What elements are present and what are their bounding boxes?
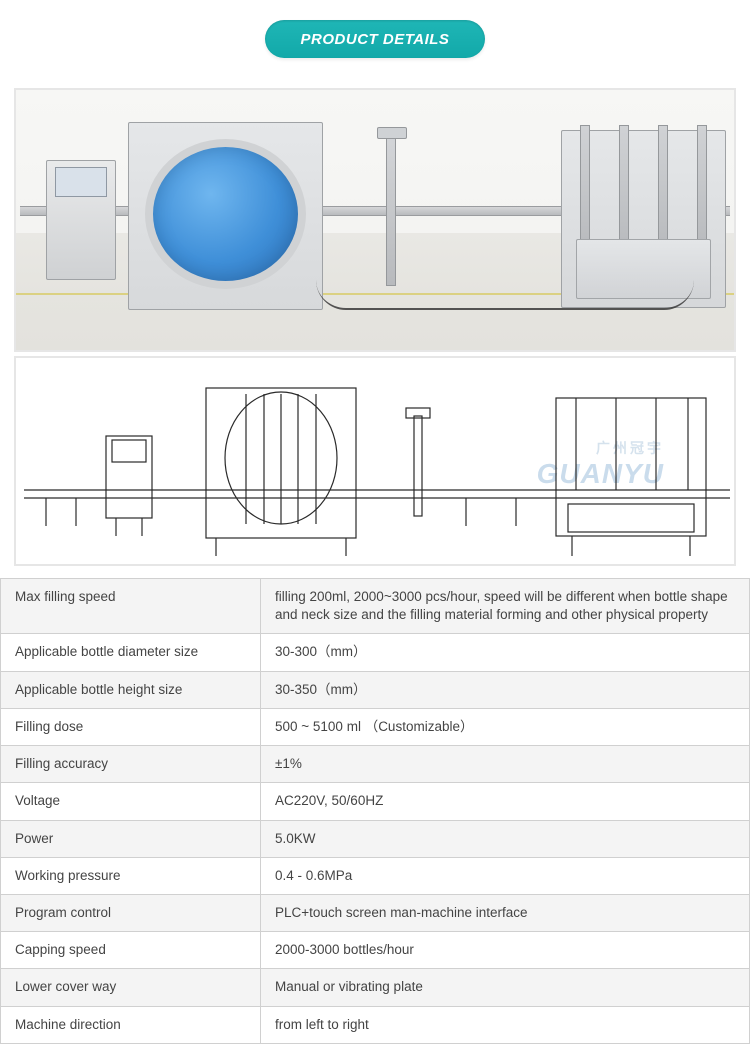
product-photo-panel <box>14 88 736 352</box>
table-row: Filling dose500 ~ 5100 ml （Customizable） <box>1 708 750 745</box>
spec-label: Voltage <box>1 783 261 820</box>
table-row: Working pressure0.4 - 0.6MPa <box>1 857 750 894</box>
spec-value: AC220V, 50/60HZ <box>261 783 750 820</box>
spec-value: filling 200ml, 2000~3000 pcs/hour, speed… <box>261 579 750 634</box>
table-row: Applicable bottle height size30-350（mm） <box>1 671 750 708</box>
spec-value: Manual or vibrating plate <box>261 969 750 1006</box>
spec-value: 5.0KW <box>261 820 750 857</box>
table-row: Machine directionfrom left to right <box>1 1006 750 1043</box>
filling-machine <box>128 122 323 310</box>
cable-run <box>316 280 694 310</box>
spec-value: 30-300（mm） <box>261 634 750 671</box>
table-row: VoltageAC220V, 50/60HZ <box>1 783 750 820</box>
spec-label: Applicable bottle height size <box>1 671 261 708</box>
section-header-text: PRODUCT DETAILS <box>301 31 450 48</box>
spec-value: PLC+touch screen man-machine interface <box>261 894 750 931</box>
spec-value: ±1% <box>261 746 750 783</box>
table-row: Program controlPLC+touch screen man-mach… <box>1 894 750 931</box>
section-header: PRODUCT DETAILS <box>265 20 485 58</box>
spec-label: Capping speed <box>1 932 261 969</box>
post-cap <box>377 127 407 139</box>
spec-value: 30-350（mm） <box>261 671 750 708</box>
spec-value: from left to right <box>261 1006 750 1043</box>
spec-value: 500 ~ 5100 ml （Customizable） <box>261 708 750 745</box>
spec-table: Max filling speedfilling 200ml, 2000~300… <box>0 578 750 1044</box>
table-row: Power5.0KW <box>1 820 750 857</box>
table-row: Filling accuracy±1% <box>1 746 750 783</box>
touchscreen-icon <box>55 167 107 197</box>
control-station <box>46 160 116 280</box>
product-photo <box>16 90 734 350</box>
table-row: Lower cover wayManual or vibrating plate <box>1 969 750 1006</box>
spec-label: Max filling speed <box>1 579 261 634</box>
spec-table-body: Max filling speedfilling 200ml, 2000~300… <box>1 579 750 1044</box>
filler-circular-window <box>145 139 306 289</box>
spec-label: Filling accuracy <box>1 746 261 783</box>
table-row: Max filling speedfilling 200ml, 2000~300… <box>1 579 750 634</box>
spec-label: Filling dose <box>1 708 261 745</box>
spec-label: Machine direction <box>1 1006 261 1043</box>
spec-label: Power <box>1 820 261 857</box>
table-row: Applicable bottle diameter size30-300（mm… <box>1 634 750 671</box>
product-line-diagram: 广州冠宇 GUANYU <box>14 356 736 566</box>
spec-label: Lower cover way <box>1 969 261 1006</box>
spec-value: 0.4 - 0.6MPa <box>261 857 750 894</box>
table-row: Capping speed2000-3000 bottles/hour <box>1 932 750 969</box>
spec-label: Applicable bottle diameter size <box>1 634 261 671</box>
support-post <box>386 136 396 286</box>
spec-value: 2000-3000 bottles/hour <box>261 932 750 969</box>
spec-label: Working pressure <box>1 857 261 894</box>
line-diagram-svg <box>16 358 736 566</box>
spec-label: Program control <box>1 894 261 931</box>
